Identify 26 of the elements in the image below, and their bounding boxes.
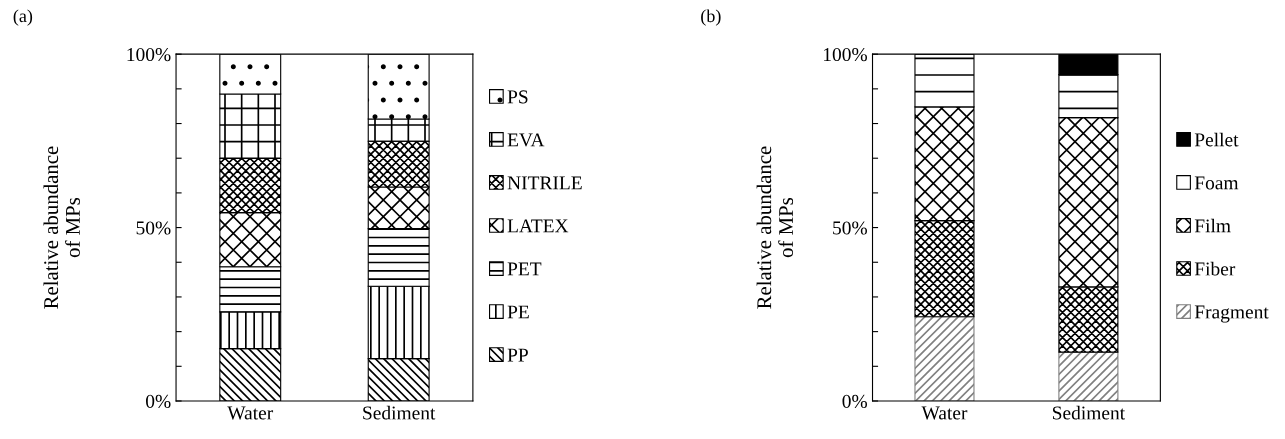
y-tick-label: 0% [842,394,867,408]
legend-label: PS [507,90,528,104]
y-axis-title: Relative abundance of MPs [43,146,80,309]
legend-label: Fragment [1194,305,1269,323]
legend-label: LATEX [507,219,569,233]
legend-label: EVA [507,133,545,147]
legend-label: Film [1194,218,1231,233]
x-tick-label: Water [921,406,968,420]
legend-label: PET [507,262,542,276]
legend-label: Fiber [1194,261,1236,276]
y-tick-label: 100% [824,47,867,62]
y-tick-label: 50% [833,221,867,235]
x-tick-label: Water [227,406,274,420]
legend-label: Pellet [1194,132,1239,147]
text: (b) [701,9,721,26]
legend-label: Foam [1194,176,1239,190]
y-tick-label: 50% [136,221,171,235]
x-tick-label: Sediment [363,405,436,420]
legend-label: NITRILE [507,176,582,190]
y-axis-title: Relative abundance of MPs [756,146,794,309]
x-tick-label: Sediment [1052,405,1126,420]
legend-label: PP [507,348,528,362]
legend-label: PE [507,305,529,319]
y-tick-label: 100% [127,47,171,62]
y-tick-label: 0% [146,394,171,408]
text: (a) [13,9,33,26]
